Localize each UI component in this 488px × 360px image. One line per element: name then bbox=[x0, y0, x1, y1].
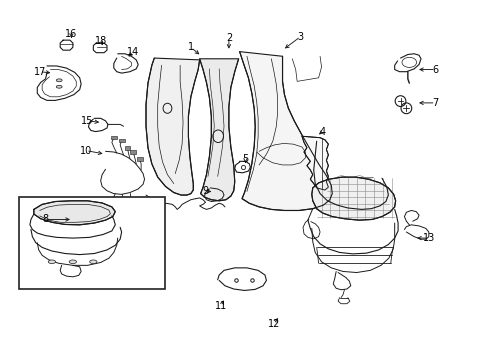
Polygon shape bbox=[146, 58, 199, 195]
Text: 4: 4 bbox=[319, 127, 325, 136]
Text: 1: 1 bbox=[187, 42, 194, 52]
Ellipse shape bbox=[48, 260, 56, 264]
Text: 17: 17 bbox=[34, 67, 46, 77]
Text: 18: 18 bbox=[94, 36, 106, 46]
Text: 6: 6 bbox=[432, 64, 438, 75]
Bar bbox=[119, 139, 124, 142]
Bar bbox=[111, 136, 117, 139]
Polygon shape bbox=[311, 177, 395, 220]
Text: 13: 13 bbox=[422, 233, 434, 243]
Text: 14: 14 bbox=[127, 46, 139, 57]
Bar bbox=[124, 146, 130, 149]
Ellipse shape bbox=[89, 260, 97, 264]
Bar bbox=[137, 157, 142, 161]
Text: 12: 12 bbox=[267, 319, 279, 329]
Text: 10: 10 bbox=[80, 145, 92, 156]
Text: 9: 9 bbox=[202, 186, 208, 197]
Bar bbox=[130, 150, 136, 154]
Text: 8: 8 bbox=[42, 215, 48, 224]
Polygon shape bbox=[239, 51, 331, 211]
Bar bbox=[19, 197, 164, 289]
Ellipse shape bbox=[56, 85, 62, 88]
Ellipse shape bbox=[69, 260, 76, 264]
Polygon shape bbox=[302, 136, 328, 190]
Text: 5: 5 bbox=[242, 154, 248, 164]
Text: 15: 15 bbox=[81, 116, 94, 126]
Text: 7: 7 bbox=[431, 98, 438, 108]
Text: 11: 11 bbox=[215, 301, 227, 311]
Ellipse shape bbox=[56, 79, 62, 82]
Text: 2: 2 bbox=[225, 33, 231, 43]
Polygon shape bbox=[34, 201, 115, 225]
Polygon shape bbox=[199, 59, 238, 201]
Text: 16: 16 bbox=[65, 29, 78, 39]
Text: 3: 3 bbox=[297, 32, 303, 41]
